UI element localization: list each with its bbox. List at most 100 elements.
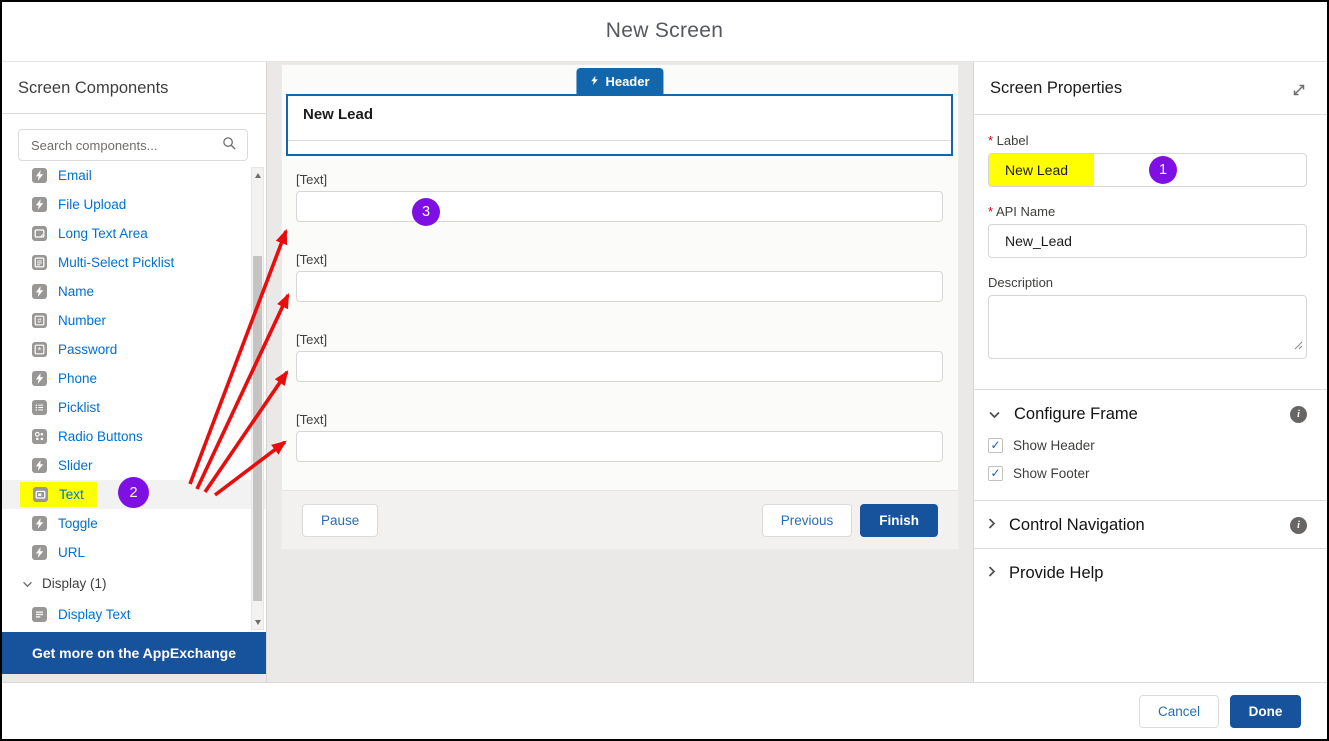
text-field-3: [Text] — [296, 332, 943, 382]
component-item-picklist[interactable]: Picklist — [2, 393, 266, 422]
radio-buttons-icon — [32, 429, 47, 444]
component-item-password[interactable]: * Password — [2, 335, 266, 364]
component-label: Email — [58, 168, 92, 183]
section-divider — [974, 500, 1327, 501]
appexchange-button[interactable]: Get more on the AppExchange — [2, 632, 266, 674]
picklist-icon — [32, 400, 47, 415]
sidebar-title: Screen Components — [2, 62, 266, 114]
scrollbar-thumb[interactable] — [253, 256, 262, 601]
text-icon — [33, 487, 48, 502]
description-field-label: Description — [988, 275, 1054, 290]
component-item-email[interactable]: Email — [2, 161, 266, 190]
component-item-display-text[interactable]: Display Text — [2, 600, 266, 629]
screen-header-component[interactable]: New Lead — [286, 94, 953, 156]
lightning-icon — [32, 371, 47, 386]
section-title: Provide Help — [1009, 564, 1104, 582]
dialog-header: New Screen — [2, 2, 1327, 62]
text-field-1: [Text] — [296, 172, 943, 222]
component-list: Email File Upload Long Text Area Multi-S… — [2, 161, 266, 632]
text-input-3[interactable] — [296, 351, 943, 382]
resize-handle-icon[interactable] — [1293, 337, 1303, 355]
component-label: Display Text — [58, 607, 131, 622]
scroll-down-button[interactable] — [252, 615, 263, 629]
cancel-button[interactable]: Cancel — [1139, 694, 1219, 728]
show-footer-row: Show Footer — [974, 463, 1327, 491]
section-title: Configure Frame — [1014, 405, 1138, 423]
number-icon: # — [32, 313, 47, 328]
component-item-phone[interactable]: Phone — [2, 364, 266, 393]
sidebar-scrollbar[interactable] — [251, 167, 264, 630]
screen-components-sidebar: Screen Components Search components... E… — [2, 62, 267, 682]
checkbox-label: Show Header — [1013, 438, 1095, 453]
provide-help-section[interactable]: Provide Help — [974, 549, 1327, 594]
label-input-value: New Lead — [989, 154, 1095, 186]
api-name-input-value: New_Lead — [1005, 233, 1072, 249]
finish-button[interactable]: Finish — [860, 503, 938, 537]
show-header-checkbox[interactable] — [988, 438, 1003, 453]
api-name-input[interactable]: New_Lead — [988, 224, 1307, 258]
scroll-up-button[interactable] — [252, 168, 263, 182]
component-label: Slider — [58, 458, 93, 473]
component-label: Number — [58, 313, 107, 328]
component-item-toggle[interactable]: Toggle — [2, 509, 266, 538]
text-field-2: [Text] — [296, 252, 943, 302]
component-label: Toggle — [58, 516, 98, 531]
text-input-2[interactable] — [296, 271, 943, 302]
lightning-icon — [32, 458, 47, 473]
field-label: [Text] — [296, 252, 328, 267]
info-icon[interactable]: i — [1290, 406, 1307, 423]
component-item-file-upload[interactable]: File Upload — [2, 190, 266, 219]
svg-text:*: * — [38, 345, 42, 355]
search-area: Search components... — [2, 114, 266, 161]
text-input-4[interactable] — [296, 431, 943, 462]
label-input[interactable]: New Lead — [988, 153, 1307, 187]
component-item-text[interactable]: Text — [2, 480, 266, 509]
description-textarea[interactable] — [988, 295, 1307, 359]
chevron-down-icon — [988, 405, 1001, 424]
field-label: [Text] — [296, 172, 328, 187]
search-icon — [222, 136, 237, 154]
header-tab[interactable]: Header — [576, 68, 664, 94]
component-label: Password — [58, 342, 118, 357]
info-icon[interactable]: i — [1290, 517, 1307, 534]
component-label: URL — [58, 545, 86, 560]
text-input-1[interactable] — [296, 191, 943, 222]
component-label: Radio Buttons — [58, 429, 143, 444]
component-item-number[interactable]: # Number — [2, 306, 266, 335]
sidebar-bottom-strip — [2, 674, 266, 682]
display-section-toggle[interactable]: Display (1) — [2, 567, 266, 600]
control-navigation-section[interactable]: Control Navigation i — [974, 501, 1327, 546]
pause-button[interactable]: Pause — [302, 503, 379, 537]
component-item-url[interactable]: URL — [2, 538, 266, 567]
component-label: Long Text Area — [58, 226, 148, 241]
component-item-slider[interactable]: Slider — [2, 451, 266, 480]
component-label: Text — [59, 487, 84, 502]
configure-frame-section[interactable]: Configure Frame i — [974, 390, 1327, 435]
component-label: Phone — [58, 371, 98, 386]
dialog-title: New Screen — [605, 19, 724, 42]
label-field-label: Label — [988, 133, 1307, 148]
down-arrow-icon — [254, 619, 261, 625]
component-item-name[interactable]: Name — [2, 277, 266, 306]
api-name-field-label: API Name — [988, 204, 1307, 219]
lightning-icon — [32, 516, 47, 531]
display-text-icon — [32, 607, 47, 622]
component-item-long-text-area[interactable]: Long Text Area — [2, 219, 266, 248]
password-icon: * — [32, 342, 47, 357]
multi-picklist-icon — [32, 255, 47, 270]
show-footer-checkbox[interactable] — [988, 466, 1003, 481]
textarea-icon — [32, 226, 47, 241]
component-item-radio-buttons[interactable]: Radio Buttons — [2, 422, 266, 451]
header-divider — [288, 140, 951, 141]
previous-button[interactable]: Previous — [761, 503, 853, 537]
done-button[interactable]: Done — [1230, 694, 1301, 728]
properties-form: Label New Lead API Name New_Lead Descrip… — [974, 115, 1327, 359]
expand-panel-icon[interactable] — [1291, 82, 1307, 103]
lightning-icon — [32, 545, 47, 560]
properties-title: Screen Properties — [990, 79, 1123, 97]
component-item-multi-select-picklist[interactable]: Multi-Select Picklist — [2, 248, 266, 277]
section-label: Display (1) — [42, 576, 107, 591]
search-input[interactable]: Search components... — [18, 129, 248, 161]
component-label: Name — [58, 284, 95, 299]
properties-header: Screen Properties — [974, 62, 1327, 115]
